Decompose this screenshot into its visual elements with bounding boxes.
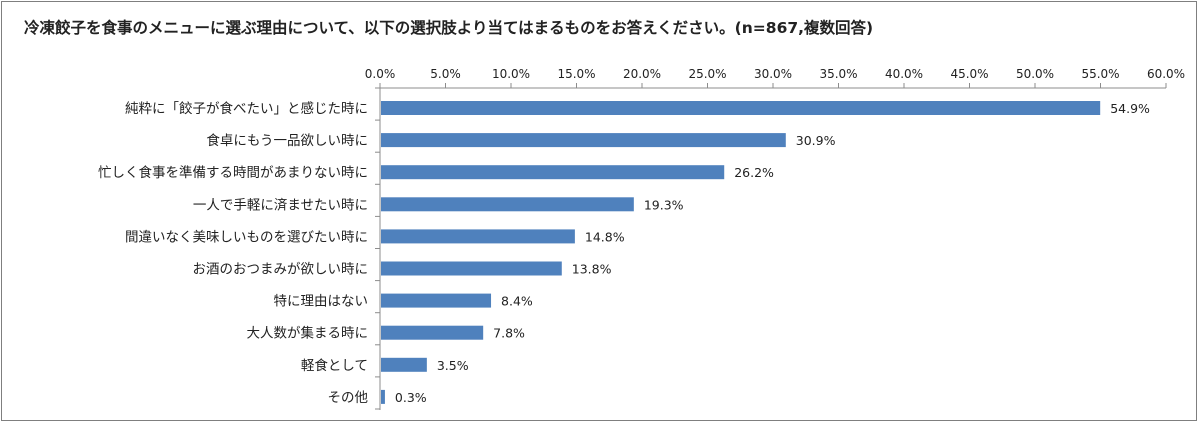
bar	[381, 197, 634, 212]
x-tick-label: 25.0%	[688, 67, 726, 81]
bar	[381, 133, 786, 148]
data-label: 26.2%	[734, 165, 774, 180]
category-label: お酒のおつまみが欲しい時に	[193, 262, 369, 278]
x-tick-label: 30.0%	[754, 67, 792, 81]
data-label: 14.8%	[585, 229, 625, 244]
data-label: 3.5%	[437, 358, 469, 373]
bar	[381, 229, 575, 244]
x-tick-label: 40.0%	[885, 67, 923, 81]
bar	[381, 357, 427, 372]
bar	[381, 261, 562, 276]
data-label: 13.8%	[572, 262, 612, 277]
data-label: 0.3%	[395, 390, 427, 405]
bar	[381, 293, 492, 308]
bar	[381, 389, 385, 404]
data-label: 8.4%	[501, 294, 533, 309]
category-label: 間違いなく美味しいものを選びたい時に	[125, 229, 368, 245]
x-tick-label: 35.0%	[819, 67, 857, 81]
category-label: 一人で手軽に済ませたい時に	[193, 197, 368, 213]
x-tick-label: 15.0%	[557, 67, 595, 81]
bar	[381, 101, 1101, 115]
x-tick-label: 5.0%	[430, 67, 461, 81]
bar	[381, 325, 484, 340]
category-label: その他	[328, 390, 369, 406]
category-label: 大人数が集まる時に	[247, 326, 369, 342]
x-tick-label: 45.0%	[950, 67, 988, 81]
x-tick-label: 50.0%	[1016, 67, 1054, 81]
category-label: 特に理由はない	[274, 294, 369, 310]
data-label: 7.8%	[493, 326, 525, 341]
data-label: 19.3%	[644, 197, 684, 212]
category-label: 純粋に「餃子が食べたい」と感じた時に	[125, 100, 368, 117]
category-label: 食卓にもう一品欲しい時に	[206, 132, 368, 149]
x-tick-label: 55.0%	[1081, 67, 1119, 81]
category-label: 忙しく食事を準備する時間があまりない時に	[98, 164, 368, 181]
x-tick-label: 60.0%	[1147, 67, 1185, 81]
bar	[381, 165, 725, 180]
x-tick-label: 10.0%	[492, 67, 530, 81]
chart-title: 冷凍餃子を食事のメニューに選ぶ理由について、以下の選択肢より当てはまるものをお答…	[24, 19, 874, 37]
category-label: 軽食として	[301, 357, 368, 374]
x-tick-label: 20.0%	[623, 67, 661, 81]
data-label: 30.9%	[796, 133, 836, 148]
data-label: 54.9%	[1110, 101, 1150, 116]
x-tick-label: 0.0%	[365, 67, 396, 81]
